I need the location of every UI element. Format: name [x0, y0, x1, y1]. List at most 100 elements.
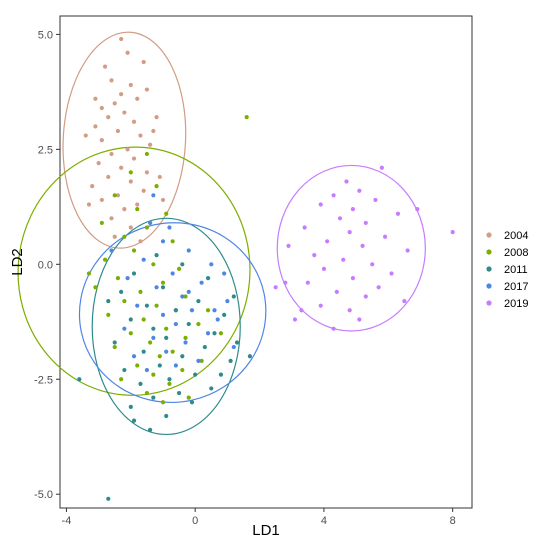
point-2011-38 [106, 298, 111, 304]
y-tick-label: 5.0 [38, 29, 53, 41]
point-2019-26 [318, 303, 323, 308]
point-2008-17 [138, 289, 143, 294]
point-2011-14 [164, 335, 169, 340]
point-2004-33 [128, 225, 133, 230]
legend-label-2011: 2011 [504, 264, 528, 276]
point-2004-9 [122, 110, 127, 115]
point-2017-19 [231, 344, 236, 350]
point-2011-34 [247, 354, 253, 359]
point-2008-5 [164, 211, 169, 216]
point-2004-44 [138, 239, 143, 244]
point-2008-4 [135, 207, 140, 212]
point-2019-1 [357, 188, 362, 193]
point-2011-0 [154, 253, 159, 258]
point-2008-11 [102, 257, 108, 262]
x-tick-label: 8 [450, 515, 456, 527]
point-2019-3 [373, 197, 378, 203]
point-2008-15 [160, 280, 166, 285]
legend-label-2019: 2019 [504, 298, 528, 310]
legend-label-2017: 2017 [504, 281, 528, 293]
point-2017-27 [148, 220, 153, 226]
point-2019-35 [379, 165, 384, 170]
point-2008-33 [135, 363, 140, 368]
point-2004-38 [83, 133, 88, 138]
point-2017-24 [144, 367, 150, 373]
point-2008-39 [186, 395, 191, 400]
point-2008-43 [86, 271, 92, 276]
point-2019-29 [331, 326, 336, 331]
point-2017-0 [160, 239, 166, 244]
point-2008-41 [205, 308, 211, 313]
point-2011-23 [167, 377, 172, 382]
point-2011-32 [106, 496, 111, 501]
point-2004-4 [119, 92, 124, 97]
point-2017-28 [109, 248, 114, 253]
point-2011-10 [128, 317, 133, 322]
point-2004-21 [119, 165, 124, 170]
point-2004-28 [99, 197, 104, 203]
point-2019-15 [312, 253, 317, 258]
point-2019-22 [376, 285, 381, 290]
point-2008-20 [154, 303, 159, 308]
point-2011-31 [148, 427, 153, 432]
point-2011-15 [112, 340, 117, 345]
point-2019-2 [331, 193, 336, 198]
point-2008-3 [112, 193, 117, 198]
point-2019-10 [347, 230, 352, 235]
point-2011-6 [196, 298, 201, 304]
point-2004-5 [135, 96, 140, 101]
point-2011-25 [209, 386, 214, 391]
point-2017-18 [183, 340, 188, 345]
point-2017-11 [189, 308, 195, 313]
y-tick-label: -5.0 [34, 489, 53, 501]
point-2017-30 [167, 225, 172, 230]
point-2004-29 [135, 202, 140, 207]
point-2008-16 [93, 285, 98, 290]
point-2011-9 [222, 312, 227, 317]
point-2008-28 [148, 340, 153, 345]
point-2008-26 [128, 331, 133, 336]
point-2019-28 [357, 317, 362, 322]
point-2017-9 [225, 298, 230, 304]
point-2008-42 [218, 331, 224, 336]
x-axis-title: LD1 [252, 522, 280, 539]
y-tick-label: -2.5 [34, 374, 53, 386]
point-2008-38 [144, 390, 150, 396]
point-2004-22 [144, 170, 150, 175]
point-2019-4 [318, 202, 323, 207]
point-2017-1 [186, 248, 191, 253]
point-2017-13 [215, 317, 220, 322]
point-2004-10 [106, 115, 111, 120]
point-2008-31 [157, 354, 162, 359]
point-2008-2 [154, 184, 159, 189]
point-2008-27 [183, 335, 188, 340]
plot-panel [59, 15, 473, 509]
point-2008-18 [183, 294, 188, 299]
point-2019-24 [363, 294, 368, 299]
point-2011-29 [164, 413, 169, 419]
point-2017-10 [135, 303, 140, 308]
point-2004-7 [99, 105, 104, 111]
point-2011-35 [189, 400, 195, 405]
point-2004-18 [109, 151, 114, 157]
point-2011-12 [151, 326, 156, 331]
point-2017-14 [173, 321, 178, 327]
point-2011-13 [212, 331, 217, 336]
point-2017-20 [164, 349, 169, 354]
point-2011-30 [77, 377, 82, 382]
point-2008-30 [170, 349, 175, 354]
legend-key-2019 [486, 300, 492, 306]
point-2008-19 [122, 298, 127, 304]
point-2004-23 [106, 174, 111, 180]
point-2019-18 [321, 266, 327, 271]
point-2004-2 [109, 78, 114, 83]
point-2004-12 [93, 124, 98, 129]
point-2004-25 [90, 184, 95, 189]
ellipse-2008 [17, 146, 251, 396]
point-2019-20 [350, 275, 356, 281]
point-2019-16 [341, 257, 346, 262]
point-2011-20 [157, 363, 162, 368]
point-2017-8 [180, 294, 185, 299]
x-tick-label: 4 [321, 515, 327, 527]
legend-key-2017 [486, 283, 492, 289]
